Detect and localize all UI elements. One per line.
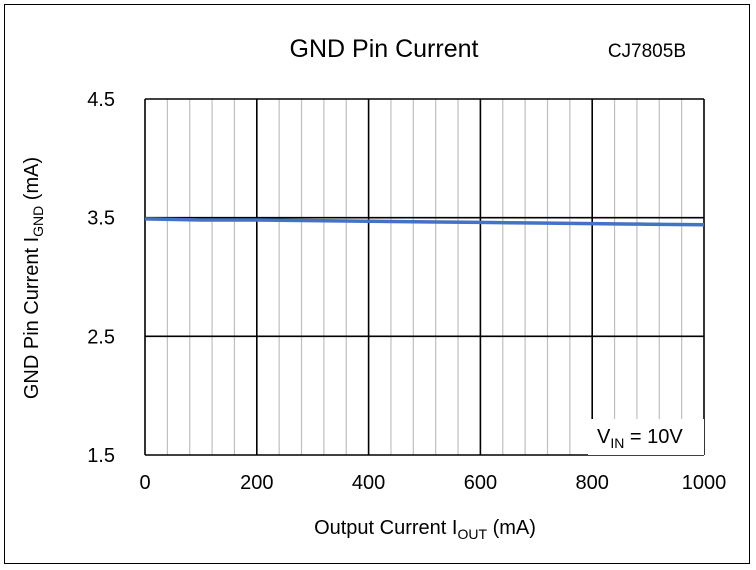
annotation-rest: = 10V — [624, 426, 683, 448]
x-tick-label: 200 — [240, 472, 273, 494]
chart-title: GND Pin Current — [290, 35, 479, 63]
annotation-vin: VIN = 10V — [597, 426, 683, 451]
y-axis-label-unit: (mA) — [21, 157, 43, 206]
x-tick-label: 600 — [464, 472, 497, 494]
x-axis-label: Output Current IOUT (mA) — [314, 517, 536, 542]
y-tick-labels: 1.5 2.5 3.5 4.5 — [87, 89, 115, 467]
x-tick-labels: 0 200 400 600 800 1000 — [139, 472, 726, 494]
annotation-sub: IN — [610, 435, 624, 451]
y-tick-label: 2.5 — [87, 326, 115, 348]
annotation-box — [588, 419, 704, 455]
x-tick-label: 1000 — [682, 472, 727, 494]
chart-frame — [4, 4, 750, 564]
x-axis-label-main: Output Current I — [314, 517, 457, 539]
part-number-label: CJ7805B — [608, 41, 686, 62]
y-tick-label: 3.5 — [87, 208, 115, 230]
y-tick-label: 4.5 — [87, 89, 115, 111]
x-axis-label-unit: (mA) — [487, 517, 536, 539]
minor-grid — [166, 99, 683, 455]
annotation-main: V — [597, 426, 611, 448]
y-axis-label-sub: GND — [30, 206, 46, 237]
series-line — [144, 217, 705, 227]
x-tick-label: 400 — [352, 472, 385, 494]
major-grid — [144, 98, 705, 456]
y-axis-label: GND Pin Current IGND (mA) — [21, 157, 46, 399]
x-tick-label: 800 — [576, 472, 609, 494]
x-tick-label: 0 — [139, 472, 150, 494]
x-axis-label-sub: OUT — [457, 526, 487, 542]
y-tick-label: 1.5 — [87, 445, 115, 467]
y-axis-label-main: GND Pin Current I — [21, 237, 43, 399]
series-layer — [144, 217, 705, 227]
